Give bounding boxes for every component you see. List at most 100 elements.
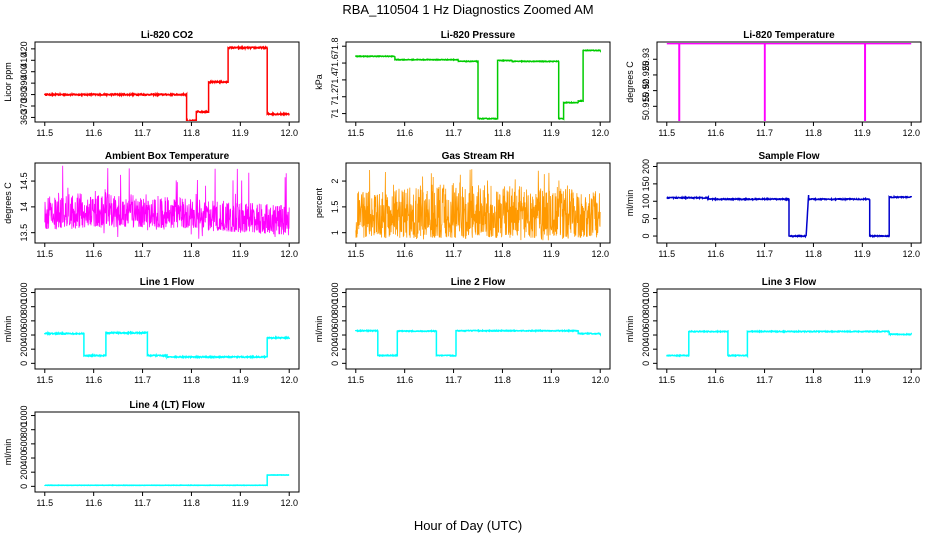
x-tick-label: 12.0 [280, 498, 298, 508]
y-tick-label: 410 [19, 53, 29, 68]
panel-9: Line 4 (LT) Flow ml/min 11.5 11.6 11.7 11.8 11… [3, 400, 300, 508]
y-tick-label: 2 [330, 179, 340, 184]
x-tick-label: 11.6 [85, 128, 102, 138]
y-tick-label: 200 [19, 342, 29, 357]
series-line [44, 165, 290, 239]
y-tick-label: 600 [330, 313, 340, 328]
x-tick-label: 11.6 [707, 375, 724, 385]
y-axis-label: percent [314, 187, 324, 218]
x-tick-label: 11.7 [134, 498, 151, 508]
x-tick-label: 12.0 [902, 128, 920, 138]
y-tick-label: 0 [330, 361, 340, 366]
y-axis-label: ml/min [3, 316, 13, 343]
y-tick-label: 0 [641, 234, 651, 239]
x-tick-label: 11.9 [232, 249, 249, 259]
x-tick-label: 11.9 [543, 128, 560, 138]
y-tick-label: 380 [19, 87, 29, 102]
panel-frame [34, 162, 300, 244]
x-tick-label: 11.6 [396, 249, 413, 259]
panel-6: Line 1 Flow ml/min 11.5 11.6 11.7 11.8 11.9 12.… [3, 277, 300, 385]
y-tick-label: 14.5 [19, 172, 29, 190]
x-tick-label: 11.8 [805, 128, 822, 138]
y-tick-label: 390 [19, 76, 29, 91]
x-tick-label: 11.5 [347, 375, 364, 385]
y-axis-label: degrees C [3, 182, 13, 224]
x-tick-label: 11.6 [396, 375, 413, 385]
x-tick-label: 11.7 [756, 128, 773, 138]
y-tick-label: 1000 [19, 406, 29, 426]
panel-title: Li-820 Pressure [441, 30, 516, 41]
x-tick-label: 11.9 [232, 128, 249, 138]
series-line [666, 194, 912, 239]
x-tick-label: 11.7 [445, 128, 462, 138]
panel-frame [345, 162, 611, 244]
panel-title: Line 2 Flow [451, 277, 506, 288]
y-tick-label: 600 [641, 313, 651, 328]
y-tick-label: 200 [330, 342, 340, 357]
series-line [44, 330, 290, 360]
y-tick-label: 600 [19, 436, 29, 451]
x-tick-label: 11.8 [183, 498, 200, 508]
y-tick-label: 14 [19, 202, 29, 212]
y-tick-label: 400 [19, 451, 29, 466]
y-tick-label: 0 [641, 361, 651, 366]
x-tick-label: 12.0 [591, 375, 609, 385]
panel-7: Line 2 Flow ml/min 11.5 11.6 11.7 11.8 11.9 12.… [314, 277, 611, 385]
panel-frame [345, 41, 611, 123]
y-tick-label: 50.925 [641, 61, 651, 89]
panel-frame [656, 288, 922, 370]
y-tick-label: 71.4 [330, 71, 340, 89]
y-tick-label: 800 [641, 299, 651, 314]
y-tick-label: 71.2 [330, 88, 340, 106]
y-tick-label: 1000 [641, 283, 651, 303]
y-tick-label: 200 [641, 159, 651, 174]
x-tick-label: 11.9 [232, 498, 249, 508]
y-tick-label: 200 [19, 465, 29, 480]
panel-title: Line 3 Flow [762, 277, 817, 288]
panel-5: Sample Flow ml/min 11.5 11.6 11.7 11.8 11.9 12.… [625, 151, 922, 259]
panel-2: Li-820 Temperature degrees C 11.5 11.6 11.7 1… [625, 30, 922, 138]
panel-0: Li-820 CO2 Licor ppm 11.5 11.6 11.7 11.8 11.9 1… [3, 30, 300, 138]
y-tick-label: 71 [330, 109, 340, 119]
x-tick-label: 11.8 [494, 375, 511, 385]
x-tick-label: 11.8 [805, 375, 822, 385]
y-tick-label: 150 [641, 176, 651, 191]
panel-title: Sample Flow [758, 151, 819, 162]
x-tick-label: 11.8 [494, 249, 511, 259]
panel-title: Li-820 Temperature [743, 30, 835, 41]
panel-frame [34, 411, 300, 493]
y-axis-label: degrees C [625, 61, 635, 103]
series-line [355, 48, 601, 121]
panel-frame [345, 288, 611, 370]
y-tick-label: 71.6 [330, 54, 340, 72]
x-tick-label: 11.9 [543, 375, 560, 385]
y-tick-label: 370 [19, 98, 29, 113]
x-tick-label: 11.8 [494, 128, 511, 138]
panel-frame [34, 288, 300, 370]
series-line [355, 169, 601, 241]
x-tick-label: 11.8 [805, 249, 822, 259]
x-tick-label: 11.8 [183, 128, 200, 138]
x-tick-label: 11.5 [36, 375, 53, 385]
x-tick-label: 11.8 [183, 249, 200, 259]
x-tick-label: 11.5 [347, 249, 364, 259]
y-tick-label: 400 [19, 64, 29, 79]
panel-title: Li-820 CO2 [141, 30, 194, 41]
y-axis-label: ml/min [314, 316, 324, 343]
y-tick-label: 200 [641, 342, 651, 357]
y-tick-label: 800 [19, 422, 29, 437]
x-tick-label: 12.0 [902, 375, 920, 385]
x-tick-label: 11.6 [85, 249, 102, 259]
y-tick-label: 400 [19, 328, 29, 343]
x-tick-label: 11.5 [658, 128, 675, 138]
y-axis-label: kPa [314, 74, 324, 90]
x-tick-label: 11.7 [134, 375, 151, 385]
y-tick-label: 50.915 [641, 93, 651, 121]
x-tick-label: 11.5 [347, 128, 364, 138]
x-tick-label: 11.9 [854, 375, 871, 385]
series-line [666, 43, 912, 121]
x-tick-label: 12.0 [280, 375, 298, 385]
y-tick-label: 50 [641, 214, 651, 224]
